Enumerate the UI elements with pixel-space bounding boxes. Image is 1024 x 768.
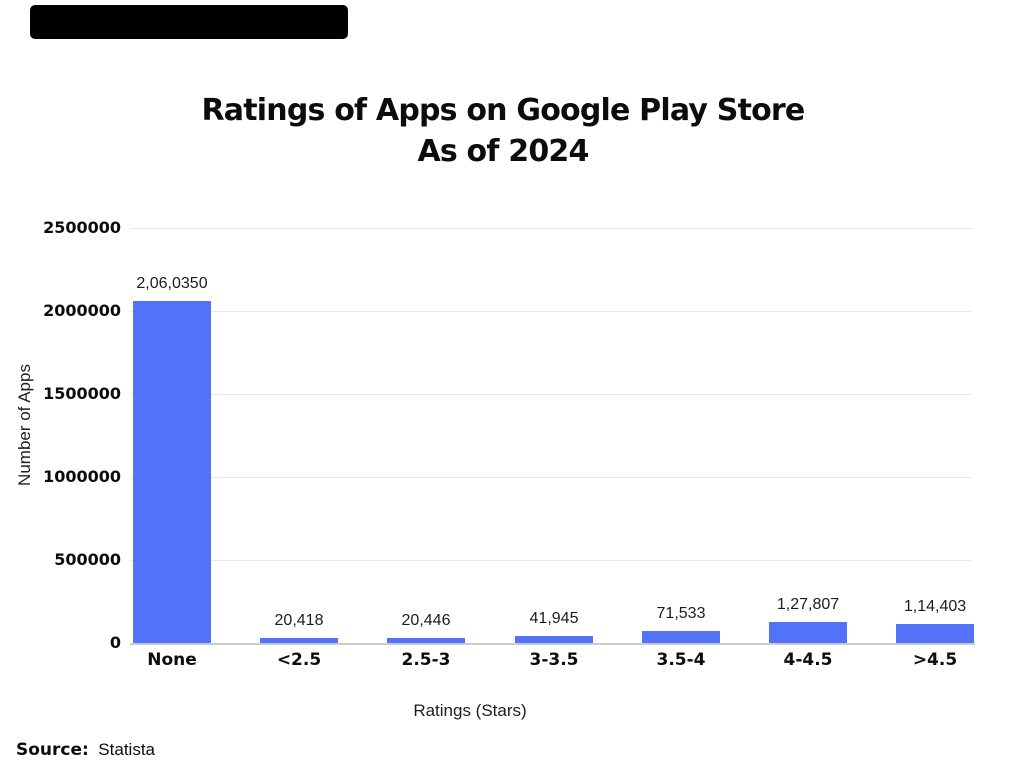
bar-2.5-3 (387, 638, 465, 643)
y-tick-label: 1500000 (43, 384, 121, 403)
y-tick-label: 2000000 (43, 301, 121, 320)
bar-value-label: 20,418 (274, 612, 324, 629)
bar-<2.5 (260, 638, 338, 643)
logo-bar (30, 5, 348, 39)
y-tick-label: 0 (109, 633, 121, 652)
gridline (130, 228, 972, 229)
gridline (130, 560, 972, 561)
chart-title: Ratings of Apps on Google Play Store As … (30, 90, 976, 172)
x-tick-label: 3.5-4 (656, 650, 706, 670)
bar-3-3.5 (515, 636, 593, 643)
y-tick-label: 2500000 (43, 218, 121, 237)
bar-value-label: 41,945 (529, 610, 579, 627)
gridline (130, 311, 972, 312)
x-tick-label: <2.5 (276, 650, 322, 670)
x-tick-label: None (147, 650, 197, 670)
bar-value-label: 2,06,0350 (136, 275, 208, 292)
x-tick-label: 2.5-3 (401, 650, 451, 670)
bar->4.5 (896, 624, 974, 643)
x-tick-label: 4-4.5 (783, 650, 833, 670)
x-tick-label: >4.5 (912, 650, 958, 670)
bar-None (133, 301, 211, 643)
y-axis-title: Number of Apps (15, 364, 34, 486)
gridline (130, 477, 972, 478)
bar-value-label: 1,14,403 (903, 598, 967, 615)
source-name: Statista (98, 740, 155, 759)
bar-value-label: 20,446 (401, 612, 451, 629)
chart-title-line1: Ratings of Apps on Google Play Store (201, 93, 806, 128)
chart-title-line2: As of 2024 (417, 134, 589, 169)
x-axis-title: Ratings (Stars) (413, 701, 527, 720)
bar-value-label: 71,533 (656, 605, 706, 622)
source-label: Source: (16, 740, 89, 760)
bar-value-label: 1,27,807 (776, 596, 840, 613)
x-axis-line (130, 643, 975, 645)
bar-4-4.5 (769, 622, 847, 643)
bar-3.5-4 (642, 631, 720, 643)
y-tick-label: 500000 (54, 550, 121, 569)
gridline (130, 394, 972, 395)
y-tick-label: 1000000 (43, 467, 121, 486)
x-tick-label: 3-3.5 (529, 650, 579, 670)
source-line: Source: Statista (16, 740, 155, 760)
